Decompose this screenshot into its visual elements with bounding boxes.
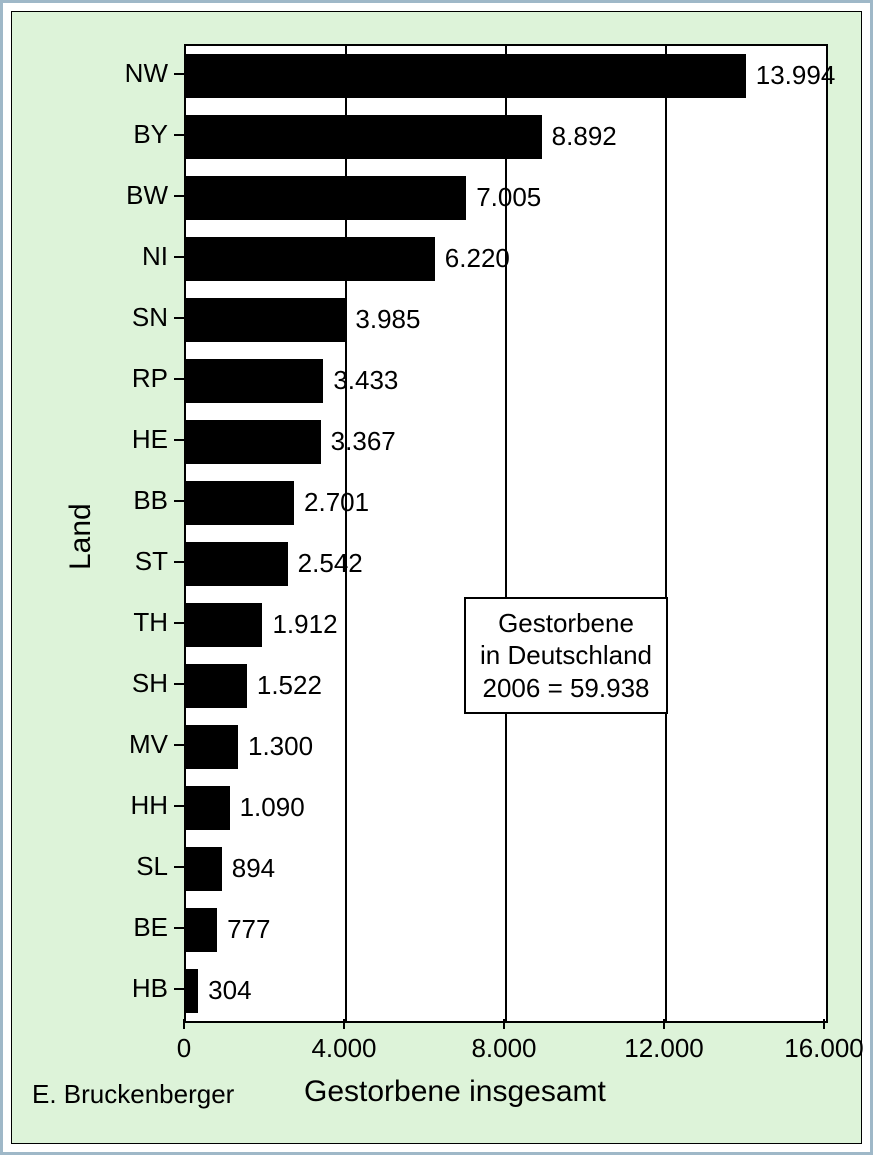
y-tick-mark (174, 500, 184, 502)
bar-value-label: 3.367 (331, 426, 396, 457)
bar (186, 908, 217, 952)
y-tick-mark (174, 195, 184, 197)
y-tick-mark (174, 561, 184, 563)
x-tick-mark (183, 1019, 185, 1029)
bar-value-label: 304 (208, 975, 251, 1006)
bar-value-label: 6.220 (445, 243, 510, 274)
y-tick-label: NI (12, 241, 168, 272)
y-tick-label: SN (12, 302, 168, 333)
bar (186, 115, 542, 159)
summary-annotation: Gestorbenein Deutschland2006 = 59.938 (464, 597, 668, 715)
plot-area: 13.9948.8927.0056.2203.9853.4333.3672.70… (184, 44, 828, 1023)
annotation-line: Gestorbene (480, 607, 652, 640)
y-tick-label: HH (12, 790, 168, 821)
y-tick-label: HB (12, 973, 168, 1004)
credit-text: E. Bruckenberger (32, 1079, 234, 1110)
y-tick-mark (174, 378, 184, 380)
bar-value-label: 8.892 (552, 121, 617, 152)
annotation-line: in Deutschland (480, 639, 652, 672)
bar-value-label: 7.005 (476, 182, 541, 213)
y-tick-mark (174, 744, 184, 746)
y-tick-label: MV (12, 729, 168, 760)
bar (186, 359, 323, 403)
x-tick-mark (503, 1019, 505, 1029)
y-tick-mark (174, 134, 184, 136)
y-tick-label: TH (12, 607, 168, 638)
x-tick-mark (343, 1019, 345, 1029)
bar-value-label: 3.985 (355, 304, 420, 335)
bar-value-label: 1.522 (257, 670, 322, 701)
bar (186, 176, 466, 220)
bar-value-label: 2.701 (304, 487, 369, 518)
x-tick-label: 0 (124, 1033, 244, 1064)
x-tick-label: 4.000 (284, 1033, 404, 1064)
chart-background: 13.994 8.892 7.005 6.220 3.985 3.433 3.367 2.70… (11, 11, 862, 1144)
bar (186, 664, 247, 708)
bar (186, 847, 222, 891)
bar-value-label: 894 (232, 853, 275, 884)
y-tick-mark (174, 805, 184, 807)
bar-value-label: 3.433 (333, 365, 398, 396)
y-tick-mark (174, 256, 184, 258)
x-tick-label: 12.000 (604, 1033, 724, 1064)
gridline (665, 46, 667, 1021)
y-tick-mark (174, 683, 184, 685)
y-tick-mark (174, 317, 184, 319)
bar-value-label: 1.090 (240, 792, 305, 823)
bar-value-label: 13.994 (756, 60, 836, 91)
y-tick-label: BB (12, 485, 168, 516)
x-tick-label: 16.000 (764, 1033, 873, 1064)
y-tick-label: SL (12, 851, 168, 882)
y-tick-mark (174, 866, 184, 868)
y-tick-label: BW (12, 180, 168, 211)
annotation-line: 2006 = 59.938 (480, 672, 652, 705)
bar (186, 420, 321, 464)
bar (186, 298, 345, 342)
y-tick-mark (174, 439, 184, 441)
bar-value-label: 777 (227, 914, 270, 945)
bar (186, 481, 294, 525)
x-tick-mark (823, 1019, 825, 1029)
bar-value-label: 1.300 (248, 731, 313, 762)
y-tick-label: NW (12, 58, 168, 89)
bar (186, 54, 746, 98)
y-tick-mark (174, 73, 184, 75)
y-tick-mark (174, 927, 184, 929)
bar (186, 603, 262, 647)
y-tick-label: RP (12, 363, 168, 394)
bar (186, 237, 435, 281)
y-tick-label: HE (12, 424, 168, 455)
y-tick-label: ST (12, 546, 168, 577)
outer-frame: 13.994 8.892 7.005 6.220 3.985 3.433 3.367 2.70… (0, 0, 873, 1155)
y-tick-label: SH (12, 668, 168, 699)
y-tick-label: BE (12, 912, 168, 943)
x-tick-label: 8.000 (444, 1033, 564, 1064)
y-tick-mark (174, 622, 184, 624)
bar (186, 969, 198, 1013)
bar-value-label: 1.912 (272, 609, 337, 640)
x-tick-mark (663, 1019, 665, 1029)
bar-value-label: 2.542 (298, 548, 363, 579)
bar (186, 786, 230, 830)
y-tick-mark (174, 988, 184, 990)
bar (186, 725, 238, 769)
x-axis-title: Gestorbene insgesamt (304, 1075, 606, 1109)
y-tick-label: BY (12, 119, 168, 150)
bar (186, 542, 288, 586)
